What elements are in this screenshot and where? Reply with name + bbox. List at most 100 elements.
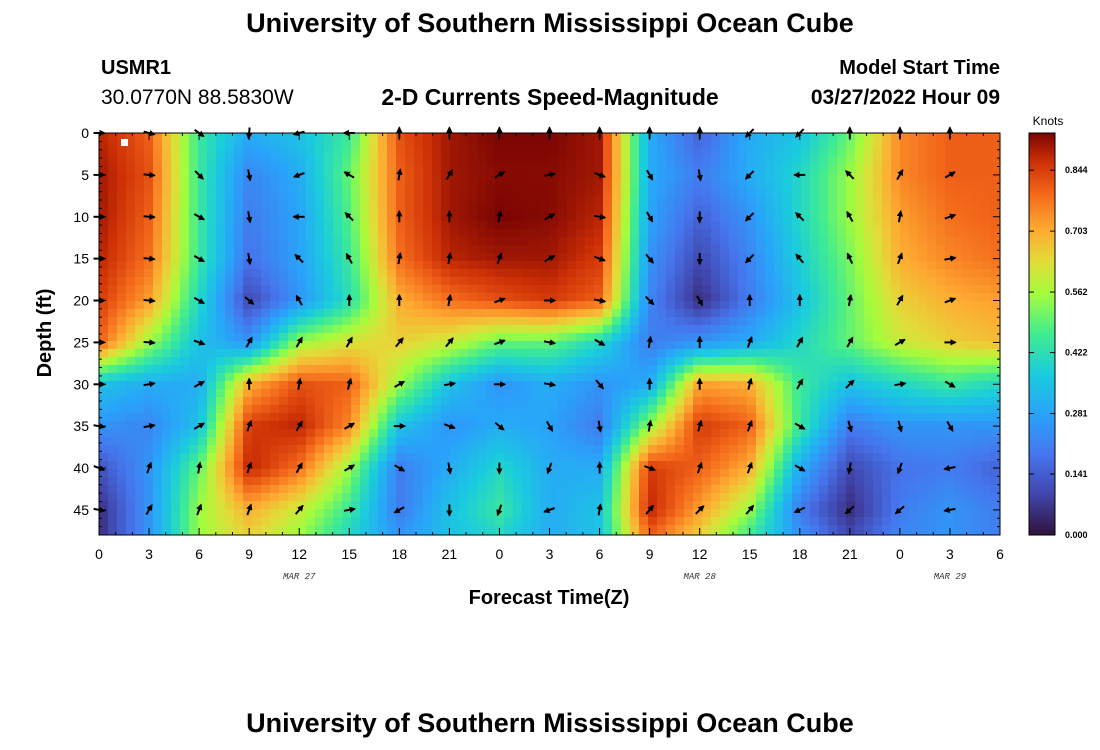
- heatmap-cell: [621, 445, 631, 454]
- heatmap-cell: [441, 325, 451, 334]
- heatmap-cell: [819, 453, 829, 462]
- heatmap-cell: [450, 317, 460, 326]
- heatmap-cell: [567, 373, 577, 382]
- heatmap-cell: [513, 349, 523, 358]
- heatmap-cell: [207, 429, 217, 438]
- heatmap-cell: [738, 149, 748, 158]
- heatmap-cell: [846, 341, 856, 350]
- heatmap-cell: [360, 189, 370, 198]
- heatmap-cell: [603, 277, 613, 286]
- heatmap-cell: [99, 277, 109, 286]
- heatmap-cell: [459, 469, 469, 478]
- heatmap-cell: [954, 301, 964, 310]
- heatmap-cell: [693, 181, 703, 190]
- heatmap-cell: [810, 317, 820, 326]
- heatmap-cell: [432, 245, 442, 254]
- heatmap-cell: [765, 301, 775, 310]
- heatmap-cell: [135, 229, 145, 238]
- heatmap-cell: [783, 325, 793, 334]
- heatmap-cell: [963, 389, 973, 398]
- heatmap-cell: [756, 357, 766, 366]
- heatmap-cell: [783, 469, 793, 478]
- heatmap-cell: [369, 205, 379, 214]
- heatmap-cell: [765, 421, 775, 430]
- heatmap-cell: [243, 253, 253, 262]
- heatmap-cell: [927, 141, 937, 150]
- heatmap-cell: [711, 397, 721, 406]
- heatmap-cell: [297, 245, 307, 254]
- heatmap-cell: [918, 397, 928, 406]
- heatmap-cell: [180, 429, 190, 438]
- heatmap-cell: [567, 493, 577, 502]
- heatmap-cell: [126, 325, 136, 334]
- heatmap-cell: [450, 429, 460, 438]
- heatmap-cell: [225, 341, 235, 350]
- heatmap-cell: [432, 293, 442, 302]
- heatmap-cell: [387, 517, 397, 526]
- heatmap-cell: [477, 357, 487, 366]
- heatmap-cell: [216, 133, 226, 142]
- heatmap-cell: [360, 421, 370, 430]
- heatmap-cell: [432, 309, 442, 318]
- heatmap-cell: [198, 501, 208, 510]
- heatmap-cell: [801, 461, 811, 470]
- heatmap-cell: [540, 461, 550, 470]
- heatmap-cell: [234, 301, 244, 310]
- heatmap-cell: [351, 285, 361, 294]
- heatmap-cell: [909, 517, 919, 526]
- heatmap-cell: [765, 173, 775, 182]
- heatmap-cell: [918, 389, 928, 398]
- heatmap-cell: [792, 149, 802, 158]
- heatmap-cell: [657, 341, 667, 350]
- heatmap-cell: [189, 445, 199, 454]
- heatmap-cell: [162, 461, 172, 470]
- heatmap-cell: [639, 181, 649, 190]
- heatmap-cell: [630, 133, 640, 142]
- heatmap-cell: [810, 221, 820, 230]
- heatmap-cell: [207, 213, 217, 222]
- heatmap-cell: [954, 485, 964, 494]
- heatmap-cell: [945, 229, 955, 238]
- heatmap-cell: [477, 413, 487, 422]
- heatmap-cell: [675, 437, 685, 446]
- heatmap-cell: [216, 469, 226, 478]
- heatmap-cell: [378, 157, 388, 166]
- heatmap-cell: [585, 501, 595, 510]
- heatmap-cell: [873, 325, 883, 334]
- heatmap-cell: [108, 517, 118, 526]
- heatmap-cell: [819, 309, 829, 318]
- heatmap-cell: [405, 405, 415, 414]
- heatmap-cell: [675, 269, 685, 278]
- heatmap-cell: [189, 421, 199, 430]
- heatmap-cell: [540, 469, 550, 478]
- heatmap-cell: [342, 349, 352, 358]
- heatmap-cell: [783, 253, 793, 262]
- heatmap-cell: [954, 477, 964, 486]
- heatmap-cell: [675, 501, 685, 510]
- heatmap-cell: [504, 197, 514, 206]
- heatmap-cell: [369, 325, 379, 334]
- heatmap-cell: [837, 333, 847, 342]
- heatmap-cell: [990, 261, 1000, 270]
- heatmap-cell: [828, 493, 838, 502]
- heatmap-cell: [612, 317, 622, 326]
- heatmap-cell: [495, 477, 505, 486]
- heatmap-cell: [504, 413, 514, 422]
- heatmap-cell: [801, 509, 811, 518]
- heatmap-cell: [135, 269, 145, 278]
- heatmap-cell: [162, 317, 172, 326]
- heatmap-cell: [396, 469, 406, 478]
- heatmap-cell: [900, 157, 910, 166]
- heatmap-cell: [846, 421, 856, 430]
- heatmap-cell: [99, 293, 109, 302]
- heatmap-cell: [954, 405, 964, 414]
- heatmap-cell: [765, 509, 775, 518]
- heatmap-cell: [180, 213, 190, 222]
- heatmap-cell: [765, 469, 775, 478]
- heatmap-cell: [783, 157, 793, 166]
- heatmap-cell: [990, 197, 1000, 206]
- heatmap-cell: [261, 461, 271, 470]
- heatmap-cell: [495, 141, 505, 150]
- heatmap-cell: [144, 333, 154, 342]
- heatmap-cell: [522, 229, 532, 238]
